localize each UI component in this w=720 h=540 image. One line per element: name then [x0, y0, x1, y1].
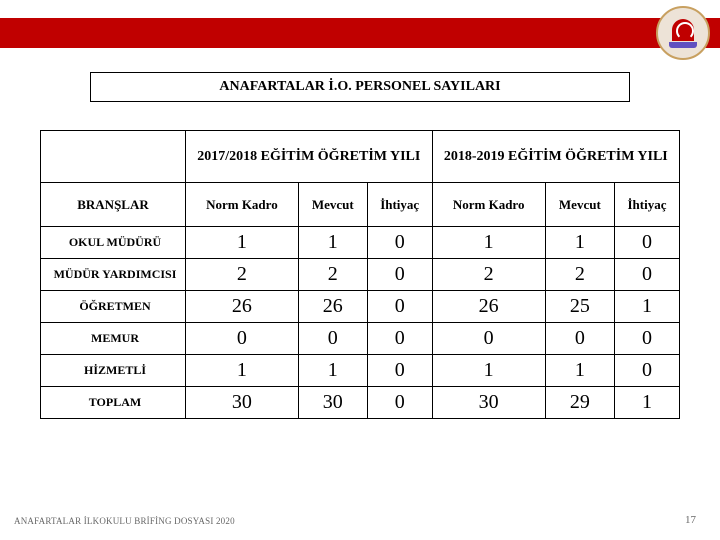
- logo-emblem: [672, 19, 694, 41]
- school-logo: [656, 6, 710, 60]
- cell: 0: [614, 227, 679, 259]
- table-row: MÜDÜR YARDIMCISI 2 2 0 2 2 0: [41, 259, 680, 291]
- col-ihtiyac-2: İhtiyaç: [614, 183, 679, 227]
- cell: 26: [186, 291, 299, 323]
- cell: 0: [614, 259, 679, 291]
- cell: 0: [367, 323, 432, 355]
- col-norm-2: Norm Kadro: [432, 183, 545, 227]
- row-label: HİZMETLİ: [41, 355, 186, 387]
- row-label: OKUL MÜDÜRÜ: [41, 227, 186, 259]
- cell: 0: [367, 227, 432, 259]
- cell: 30: [432, 387, 545, 419]
- col-norm-1: Norm Kadro: [186, 183, 299, 227]
- table-total-row: TOPLAM 30 30 0 30 29 1: [41, 387, 680, 419]
- cell: 2: [545, 259, 614, 291]
- staff-table: 2017/2018 EĞİTİM ÖĞRETİM YILI 2018-2019 …: [40, 130, 680, 419]
- cell: 2: [432, 259, 545, 291]
- cell: 25: [545, 291, 614, 323]
- cell: 30: [298, 387, 367, 419]
- blank-cell: [41, 131, 186, 183]
- cell: 1: [545, 355, 614, 387]
- cell: 0: [545, 323, 614, 355]
- row-label: MÜDÜR YARDIMCISI: [41, 259, 186, 291]
- footer-text: ANAFARTALAR İLKOKULU BRİFİNG DOSYASI 202…: [14, 516, 235, 526]
- table-row: MEMUR 0 0 0 0 0 0: [41, 323, 680, 355]
- table-row: ÖĞRETMEN 26 26 0 26 25 1: [41, 291, 680, 323]
- cell: 0: [614, 323, 679, 355]
- row-label: MEMUR: [41, 323, 186, 355]
- cell: 0: [367, 259, 432, 291]
- cell: 0: [367, 387, 432, 419]
- table-row: HİZMETLİ 1 1 0 1 1 0: [41, 355, 680, 387]
- cell: 26: [432, 291, 545, 323]
- cell: 0: [367, 355, 432, 387]
- cell: 2: [186, 259, 299, 291]
- total-label: TOPLAM: [41, 387, 186, 419]
- cell: 1: [432, 355, 545, 387]
- table-row: OKUL MÜDÜRÜ 1 1 0 1 1 0: [41, 227, 680, 259]
- cell: 0: [298, 323, 367, 355]
- page-number: 17: [685, 514, 696, 526]
- cell: 1: [614, 387, 679, 419]
- col-mevcut-1: Mevcut: [298, 183, 367, 227]
- cell: 1: [614, 291, 679, 323]
- cell: 26: [298, 291, 367, 323]
- cell: 1: [298, 355, 367, 387]
- cell: 0: [367, 291, 432, 323]
- branslar-header: BRANŞLAR: [41, 183, 186, 227]
- cell: 2: [298, 259, 367, 291]
- logo-book: [669, 42, 697, 48]
- cell: 0: [186, 323, 299, 355]
- cell: 29: [545, 387, 614, 419]
- year1-header: 2017/2018 EĞİTİM ÖĞRETİM YILI: [186, 131, 433, 183]
- cell: 1: [186, 355, 299, 387]
- year2-header: 2018-2019 EĞİTİM ÖĞRETİM YILI: [432, 131, 679, 183]
- col-mevcut-2: Mevcut: [545, 183, 614, 227]
- cell: 1: [545, 227, 614, 259]
- cell: 0: [614, 355, 679, 387]
- header-band: [0, 18, 720, 48]
- cell: 30: [186, 387, 299, 419]
- col-ihtiyac-1: İhtiyaç: [367, 183, 432, 227]
- cell: 1: [432, 227, 545, 259]
- row-label: ÖĞRETMEN: [41, 291, 186, 323]
- cell: 1: [186, 227, 299, 259]
- cell: 1: [298, 227, 367, 259]
- page-title: ANAFARTALAR İ.O. PERSONEL SAYILARI: [90, 72, 630, 102]
- cell: 0: [432, 323, 545, 355]
